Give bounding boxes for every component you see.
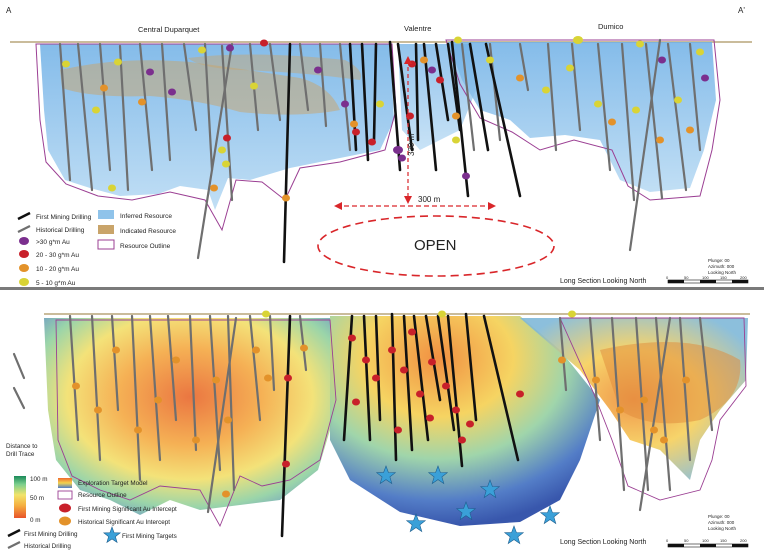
swatch-bottom-outline <box>57 490 73 500</box>
swatch-target-star <box>102 526 122 544</box>
swatch-historical-intercept <box>59 516 71 526</box>
swatch-outline <box>97 239 115 250</box>
dim-label-vertical: 330 m <box>407 133 416 156</box>
intercept-30 <box>146 44 709 180</box>
open-label: OPEN <box>414 237 457 254</box>
target-star <box>405 513 427 533</box>
legend-first-mining-drilling: First Mining Drilling <box>36 214 92 221</box>
target-star <box>455 501 477 521</box>
top-scale-tick-50: 50 <box>684 275 689 280</box>
surface-collar-markers <box>262 310 576 318</box>
panel-divider <box>0 287 764 290</box>
bottom-resource-outline-east <box>559 317 747 501</box>
top-section-label: Long Section Looking North <box>560 278 646 285</box>
top-section-canvas: 330 m 300 m OPEN A A' Central Duparquet … <box>6 6 752 287</box>
first-mining-intercepts <box>282 328 524 468</box>
top-scale-tick-0: 0 <box>666 275 669 280</box>
dim-label-horizontal: 300 m <box>418 195 441 204</box>
top-scale-bar: 0 50 100 150 200 <box>666 275 749 284</box>
legend-historical-intercept: Historical Significant Au Intercept <box>78 519 170 526</box>
legend-bottom-outline: Resource Outline <box>78 492 127 499</box>
resource-outline-west <box>35 43 397 232</box>
legend-grade-5-10: 5 - 10 g*m Au <box>36 280 76 287</box>
gradient-label-100: 100 m <box>30 476 48 483</box>
open-extension: 330 m 300 m OPEN <box>317 56 555 277</box>
gradient-title-line2: Drill Trace <box>6 451 35 458</box>
grade-intercepts <box>62 36 709 202</box>
first-mining-target-stars <box>375 465 561 545</box>
top-info-plunge: Plunge: 00 <box>708 258 730 263</box>
top-scale-tick-200: 200 <box>740 275 747 280</box>
legend-grade-20-30: 20 - 30 g*m Au <box>36 252 79 259</box>
legend-inferred: Inferred Resource <box>120 213 172 220</box>
swatch-exploration-model <box>58 478 72 488</box>
bottom-scale-tick-150: 150 <box>720 538 727 543</box>
bottom-scale-tick-0: 0 <box>666 538 669 543</box>
legend-historical-drilling: Historical Drilling <box>36 227 85 234</box>
legend-targets: First Mining Targets <box>122 533 177 540</box>
bottom-panel-exploration-target: Distance to Drill Trace 100 m 50 m 0 m E… <box>0 290 764 558</box>
legend-first-mining-intercept: First Mining Significant Au Intercept <box>78 506 177 513</box>
target-star <box>539 505 561 525</box>
area-label-dumico: Dumico <box>598 22 623 31</box>
gradient-label-50: 50 m <box>30 495 44 502</box>
target-star <box>375 465 397 485</box>
top-info-azimuth: Azimuth: 000 <box>708 264 735 269</box>
bottom-info-azimuth: Azimuth: 000 <box>708 520 735 525</box>
intercept-20-30 <box>223 39 444 146</box>
gradient-label-0: 0 m <box>30 517 41 524</box>
intercept-10-20 <box>100 56 694 202</box>
swatch-first-mining-intercept <box>59 503 71 513</box>
target-star <box>479 479 501 499</box>
bottom-info-looking: Looking North <box>708 526 737 531</box>
bottom-first-mining-drill-traces <box>280 312 520 538</box>
top-panel-resource-long-section: 330 m 300 m OPEN A A' Central Duparquet … <box>6 6 752 287</box>
corner-label-left: A <box>6 6 12 15</box>
bottom-intercepts <box>72 310 690 498</box>
distance-color-scale <box>14 476 26 518</box>
bottom-legend: Distance to Drill Trace 100 m 50 m 0 m E… <box>6 443 177 550</box>
historical-intercepts <box>72 344 690 498</box>
top-scale-tick-100: 100 <box>702 275 709 280</box>
top-info-looking: Looking North <box>708 270 737 275</box>
exploration-target-model <box>44 316 748 526</box>
legend-bottom-first-mining-drilling: First Mining Drilling <box>24 531 78 538</box>
intercept-5-10 <box>62 36 704 192</box>
swatch-inferred <box>98 210 114 219</box>
open-ellipse <box>317 215 555 277</box>
target-star <box>427 465 449 485</box>
top-scale-tick-150: 150 <box>720 275 727 280</box>
legend-exploration-model: Exploration Target Model <box>78 480 148 487</box>
bottom-section-canvas: Distance to Drill Trace 100 m 50 m 0 m E… <box>6 310 750 550</box>
indicated-resource-zones <box>60 54 361 115</box>
bottom-scale-bar: 0 50 100 150 200 <box>666 538 749 548</box>
legend-grade-10-20: 10 - 20 g*m Au <box>36 266 79 273</box>
bottom-historical-drill-traces <box>12 314 714 514</box>
area-label-central-duparquet: Central Duparquet <box>138 25 200 34</box>
gradient-title-line1: Distance to <box>6 443 38 450</box>
legend-grade-30: >30 g*m Au <box>36 239 70 246</box>
bottom-info-plunge: Plunge: 00 <box>708 514 730 519</box>
bottom-scale-tick-200: 200 <box>740 538 747 543</box>
area-label-valentre: Valentre <box>404 24 431 33</box>
legend-bottom-historical-drilling: Historical Drilling <box>24 543 71 550</box>
legend-outline: Resource Outline <box>120 243 171 250</box>
swatch-indicated <box>98 225 114 234</box>
corner-label-right: A' <box>738 6 745 15</box>
bottom-scale-tick-100: 100 <box>702 538 709 543</box>
resource-outline-east <box>445 39 721 201</box>
bottom-section-label: Long Section Looking North <box>560 539 646 546</box>
bottom-resource-outline-west <box>55 319 337 528</box>
bottom-scale-tick-50: 50 <box>684 538 689 543</box>
historical-drill-traces <box>58 38 702 260</box>
legend-indicated: Indicated Resource <box>120 228 176 235</box>
top-legend: First Mining Drilling Historical Drillin… <box>17 210 176 287</box>
target-star <box>503 525 525 545</box>
